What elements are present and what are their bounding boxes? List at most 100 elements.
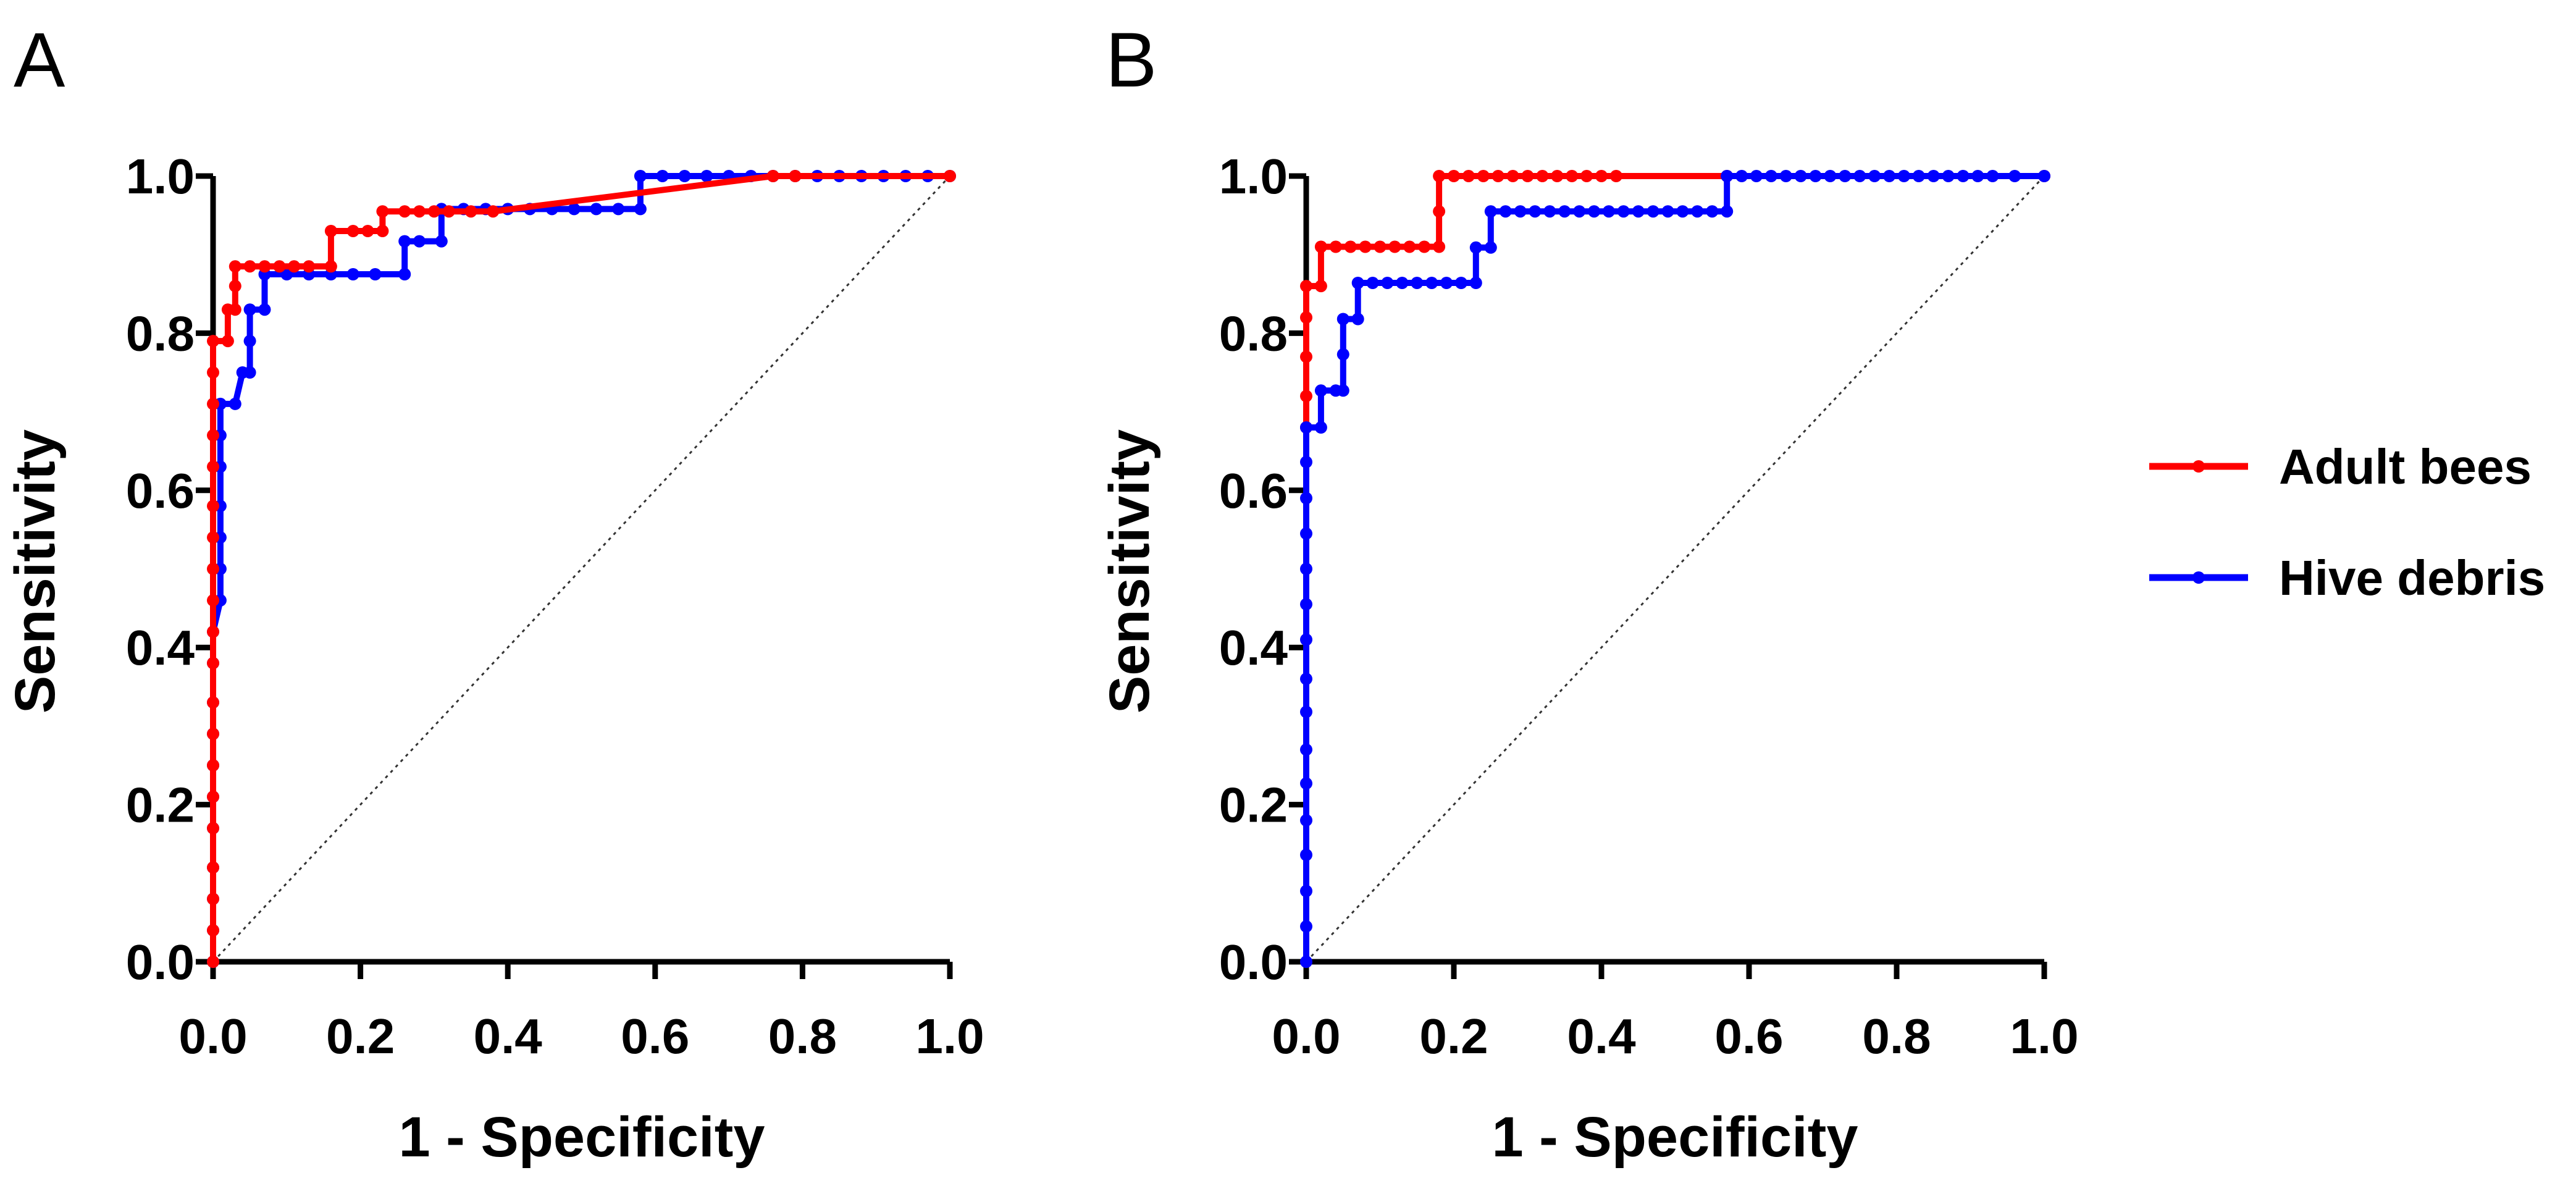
panel-a-y-tick-label: 0.6 <box>126 463 195 518</box>
panel-b-adult-bees-point <box>1314 280 1327 293</box>
panel-b-hive-debris-point <box>2008 170 2021 182</box>
panel-b-hive-debris-point <box>1469 277 1482 289</box>
panel-b-x-tick-label: 0.8 <box>1862 1009 1931 1064</box>
panel-a-hive-debris-point <box>258 303 271 316</box>
panel-a-y-tick-label: 0.0 <box>126 935 195 990</box>
panel-b-hive-debris-point <box>1300 421 1312 434</box>
panel-a-adult-bees-point <box>207 500 219 513</box>
panel-b-adult-bees-point <box>1329 240 1342 253</box>
panel-a-adult-bees-point <box>789 170 802 182</box>
panel-b-hive-debris-point <box>1366 277 1379 289</box>
panel-b-hive-debris-point <box>1484 205 1497 218</box>
panel-b-hive-debris-point <box>1824 170 1837 182</box>
panel-b-hive-debris-point <box>1764 170 1777 182</box>
panel-a-adult-bees-point <box>398 205 411 218</box>
panel-a-hive-debris-point <box>413 235 426 248</box>
panel-b-hive-debris-point <box>1573 205 1586 218</box>
panel-b-hive-debris-point <box>1750 170 1763 182</box>
panel-b-hive-debris-point <box>1300 563 1312 575</box>
panel-b-hive-debris-point <box>1440 277 1453 289</box>
panel-b-x-tick-label: 1.0 <box>2010 1009 2078 1064</box>
panel-a-adult-bees-point <box>207 335 219 348</box>
panel-a-plot-area: 0.0 0.0 0.2 0.2 0.4 0.4 0.6 0.6 0.8 0.8 1.0 1.0 <box>126 149 984 1064</box>
panel-a-adult-bees-point <box>207 728 219 741</box>
panel-b-y-tick-label: 1.0 <box>1219 149 1288 204</box>
panel-a-reference-line <box>212 175 951 963</box>
panel-b-hive-debris-point <box>1809 170 1822 182</box>
panel-b: B Sensitivity 1 - Specificity 0.00.00.20… <box>1098 17 2079 1169</box>
panel-b-adult-bees-point <box>1595 170 1608 182</box>
panel-a-adult-bees-point <box>442 205 455 218</box>
panel-b-hive-debris-point <box>1469 241 1482 254</box>
panel-a-adult-bees-point <box>229 260 241 273</box>
panel-b-xlabel: 1 - Specificity <box>1491 1106 1858 1169</box>
panel-a-hive-debris-point <box>243 335 256 348</box>
panel-b-adult-bees-point <box>1374 240 1387 253</box>
panel-b-hive-debris-point <box>1314 384 1327 397</box>
panel-a-adult-bees-point <box>207 397 219 410</box>
panel-b-hive-debris-point <box>1883 170 1896 182</box>
legend-hive-debris-marker <box>2192 571 2205 584</box>
panel-a-adult-bees-point <box>207 861 219 874</box>
panel-b-adult-bees-point <box>1314 240 1327 253</box>
panel-b-hive-debris-point <box>1721 205 1734 218</box>
panel-b-adult-bees-point <box>1433 170 1446 182</box>
legend-entry-hive-debris: Hive debris <box>2149 550 2545 605</box>
panel-b-hive-debris-point <box>1735 170 1748 182</box>
panel-b-hive-debris-point <box>1300 849 1312 861</box>
panel-b-adult-bees-point <box>1418 240 1431 253</box>
panel-b-hive-debris-point <box>1336 313 1349 326</box>
panel-a-x-tick-label: 0.8 <box>768 1009 837 1064</box>
panel-a-adult-bees-point <box>346 225 359 237</box>
panel-a-adult-bees-point <box>229 303 241 316</box>
panel-b-hive-debris-point <box>1647 205 1659 218</box>
panel-a-x-tick-label: 0.6 <box>621 1009 689 1064</box>
panel-b-adult-bees-point <box>1344 240 1357 253</box>
panel-b-hive-debris-point <box>1632 205 1645 218</box>
panel-b-hive-debris-point <box>1351 313 1364 326</box>
panel-a-x-tick-label: 0.0 <box>178 1009 247 1064</box>
panel-b-reference-line <box>1305 175 2045 963</box>
panel-b-x-tick-label: 0.6 <box>1714 1009 1783 1064</box>
panel-a-x-tick-label: 1.0 <box>915 1009 984 1064</box>
panel-b-hive-debris-point <box>1543 205 1556 218</box>
panel-b-hive-debris-point <box>1300 492 1312 505</box>
panel-a-hive-debris-point <box>634 203 647 216</box>
panel-a-hive-debris-point <box>243 303 256 316</box>
panel-b-hive-debris-point <box>1912 170 1925 182</box>
panel-b-hive-debris-point <box>1381 277 1394 289</box>
panel-a-y-tick-label: 0.8 <box>126 306 195 361</box>
panel-a-x-tick-label: 0.4 <box>474 1009 543 1064</box>
panel-b-hive-debris-point <box>1676 205 1689 218</box>
panel-a-adult-bees-point <box>361 225 374 237</box>
panel-a-adult-bees-point <box>207 594 219 607</box>
panel-b-adult-bees-point <box>1359 240 1372 253</box>
panel-b-hive-debris-point <box>1927 170 1940 182</box>
panel-b-hive-debris-point <box>1300 527 1312 540</box>
panel-b-hive-debris-point <box>1300 920 1312 933</box>
panel-b-hive-debris-point <box>1300 633 1312 646</box>
panel-b-series-hive-debris <box>1300 170 2050 968</box>
panel-a-adult-bees-point <box>324 260 337 273</box>
panel-a-adult-bees-point <box>487 205 500 218</box>
panel-a-adult-bees-point <box>324 225 337 237</box>
panel-a-adult-bees-point <box>944 170 956 182</box>
panel-b-adult-bees-point <box>1300 350 1312 363</box>
panel-b-hive-debris-point <box>1396 277 1409 289</box>
panel-a-hive-debris-point <box>229 397 241 410</box>
panel-a-xlabel: 1 - Specificity <box>398 1106 765 1169</box>
panel-b-hive-debris-point <box>1300 814 1312 826</box>
panel-a-adult-bees-point <box>413 205 426 218</box>
panel-a-hive-debris-point <box>346 268 359 280</box>
panel-b-hive-debris-point <box>1957 170 1970 182</box>
panel-a-adult-bees-point <box>207 696 219 709</box>
panel-b-hive-debris-point <box>1300 885 1312 898</box>
panel-a-adult-bees-point <box>288 260 301 273</box>
panel-b-plot-area: 0.0 0.0 0.2 0.2 0.4 0.4 0.6 0.6 0.8 0.8 1.0 1.0 <box>1219 149 2079 1064</box>
panel-b-hive-debris-point <box>1336 348 1349 361</box>
panel-a-hive-debris-point <box>398 235 411 248</box>
panel-a-hive-debris-point <box>612 203 625 216</box>
panel-b-hive-debris-point <box>2038 170 2050 182</box>
panel-a-hive-debris-point <box>280 268 293 280</box>
